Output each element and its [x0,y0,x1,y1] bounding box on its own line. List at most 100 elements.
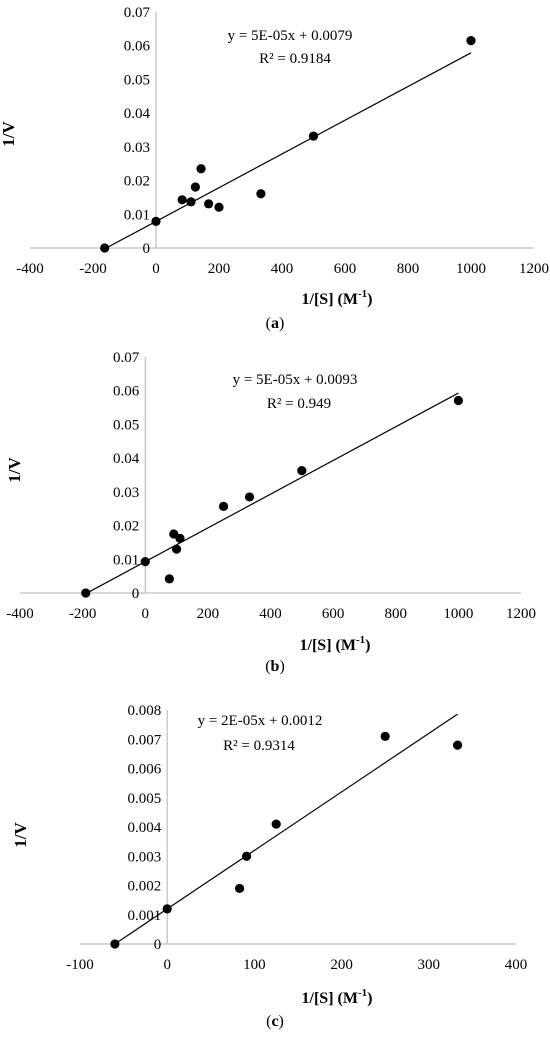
y-tick-label: 0.006 [127,762,161,778]
data-point [190,182,200,192]
chart-panel-c: 0 0.001 0.002 0.003 0.004 0.005 0.006 0.007 0.00… [11,703,527,1030]
x-tick-label: 400 [259,606,282,622]
trendline-equation: y = 5E-05x + 0.0093 [233,372,358,388]
x-axis-label-sup: -1 [356,634,365,646]
trendline-equation: y = 5E-05x + 0.0079 [228,28,353,44]
panel-caption: (a) [266,315,285,332]
data-point [308,131,319,141]
x-tick-label: 200 [208,261,231,277]
data-point [175,533,185,543]
x-axis-label: 1/[S] (M-1) [300,634,371,654]
data-point [186,197,196,207]
x-axis-label-close: ) [367,990,372,1007]
x-tick-label: 800 [397,261,420,277]
x-tick-label: 200 [197,606,220,622]
data-point [177,195,187,205]
y-tick-label: 0.06 [113,384,140,400]
y-tick-label: 0.002 [127,879,161,895]
x-tick-label: 400 [505,957,528,973]
data-point [164,574,174,584]
x-tick-label: -100 [66,957,94,973]
y-tick-label: 0.008 [127,703,161,719]
y-tick-label: 0 [154,937,162,953]
x-axis-label-main: 1/[S] (M [300,637,356,654]
y-tick-label: 0 [143,241,151,257]
data-point [140,557,150,567]
chart-panel-a: 0 0.01 0.02 0.03 0.04 0.05 0.06 0.07 -400 -200 0 20… [0,5,549,332]
data-point [297,466,307,476]
chart-panel-b: 0 0.01 0.02 0.03 0.04 0.05 0.06 0.07 -400 -200 0 20… [5,350,536,675]
y-tick-label: 0.04 [113,451,140,467]
y-tick-label: 0.07 [113,350,140,366]
x-axis-label-close: ) [367,291,372,308]
y-tick-label: 0.003 [127,849,161,865]
data-point [380,731,390,741]
data-point [256,189,266,199]
y-tick-label: 0.01 [124,207,150,223]
caption-close: ) [279,1013,284,1030]
caption-close: ) [279,315,284,332]
data-point [234,883,245,894]
panel-caption: (b) [265,658,285,675]
trendline [114,713,458,945]
r-squared: R² = 0.9314 [223,738,295,754]
x-axis-label-main: 1/[S] (M [302,291,358,308]
x-axis-label-main: 1/[S] (M [302,990,358,1007]
data-point [244,492,255,502]
x-axis-label: 1/[S] (M-1) [302,288,373,308]
data-point [100,243,110,253]
y-tick-label: 0.004 [127,820,161,836]
panel-caption: (c) [266,1013,284,1030]
data-point [204,199,214,209]
data-point [241,851,252,861]
x-tick-label: 1200 [506,606,536,622]
y-axis-label: 1/V [5,457,24,483]
r-squared: R² = 0.9184 [259,51,331,67]
y-tick-label: 0 [132,586,140,602]
data-point [151,216,161,226]
data-point [196,164,206,174]
trendline-equation: y = 2E-05x + 0.0012 [198,713,323,729]
y-tick-label: 0.06 [124,39,151,55]
data-point [214,202,224,212]
data-point [218,501,229,511]
y-axis-label: 1/V [11,822,30,848]
caption-letter: a [271,315,279,332]
y-tick-label: 0.03 [124,140,150,156]
data-point [81,588,91,598]
y-tick-label: 0.04 [124,106,151,122]
x-tick-label: -400 [6,606,34,622]
x-tick-label: 100 [243,957,266,973]
x-tick-label: 800 [385,606,408,622]
y-tick-label: 0.007 [127,732,161,748]
x-tick-label: 0 [152,261,160,277]
x-tick-label: -400 [16,261,44,277]
x-tick-label: 0 [163,957,171,973]
x-axis-label-sup: -1 [358,987,367,999]
y-tick-label: 0.03 [113,485,139,501]
y-tick-label: 0.01 [113,552,139,568]
x-tick-label: 600 [334,261,357,277]
data-point [453,395,463,406]
x-axis-label: 1/[S] (M-1) [302,987,373,1007]
x-tick-label: -200 [69,606,97,622]
x-tick-label: 0 [142,606,150,622]
data-point [271,819,281,829]
y-tick-label: 0.05 [124,72,150,88]
y-tick-label: 0.001 [127,908,161,924]
y-tick-label: 0.02 [113,519,139,535]
x-tick-label: 1000 [456,261,486,277]
caption-close: ) [279,658,284,675]
trendline [104,52,472,250]
x-tick-label: 1200 [519,261,549,277]
x-tick-label: 400 [271,261,294,277]
caption-letter: b [271,658,280,675]
x-axis-label-close: ) [365,637,370,654]
y-axis-label: 1/V [0,121,18,147]
x-tick-label: 1000 [443,606,473,622]
x-tick-label: 200 [330,957,353,973]
caption-open: ( [265,658,270,675]
data-point [171,544,182,554]
data-point [466,36,476,46]
x-axis-label-sup: -1 [358,288,367,300]
